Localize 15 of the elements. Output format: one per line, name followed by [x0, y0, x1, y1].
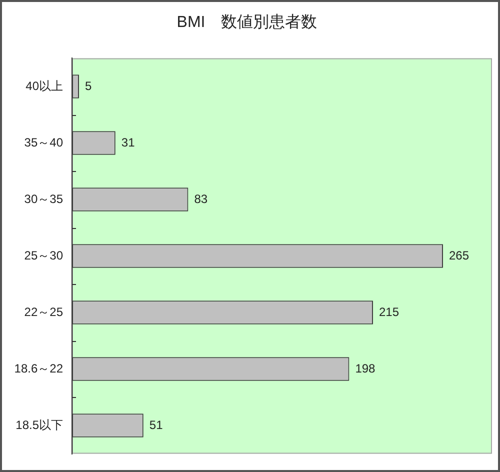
data-label: 265 [449, 248, 470, 262]
data-label: 83 [194, 192, 208, 206]
data-label: 51 [149, 418, 164, 432]
y-tick-label: 18.6～22 [14, 361, 64, 376]
chart-title: BMI 数値別患者数 [176, 13, 318, 32]
y-tick-label: 22～25 [24, 304, 64, 319]
data-label: 198 [355, 361, 376, 376]
y-tick-label: 25～30 [24, 248, 64, 262]
data-label: 5 [85, 78, 92, 93]
data-label: 215 [379, 304, 400, 319]
y-tick-label: 40以上 [26, 78, 63, 93]
y-tick-label: 35～40 [24, 135, 64, 150]
y-tick-label: 30～35 [24, 192, 64, 206]
data-label: 31 [121, 135, 136, 150]
y-tick-label: 18.5以下 [16, 418, 63, 432]
